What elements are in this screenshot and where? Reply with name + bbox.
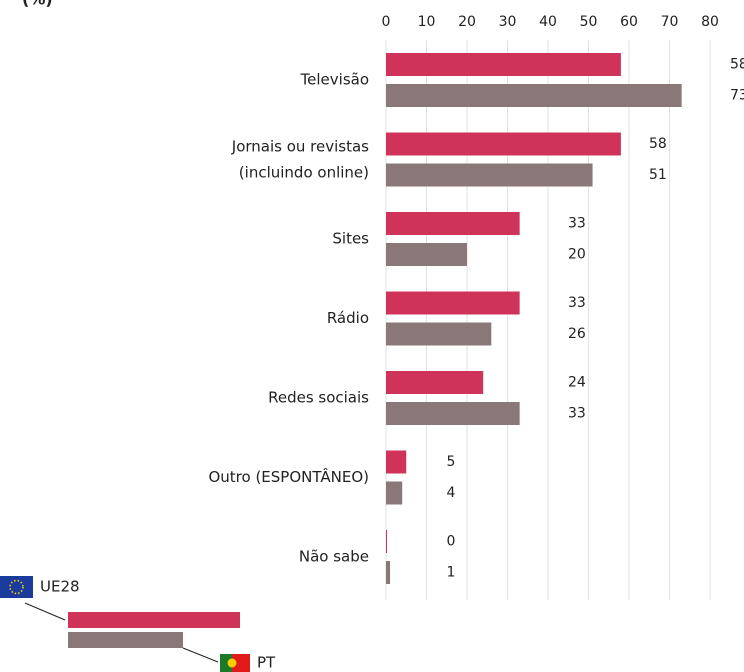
category-label: Não sabe [299, 548, 369, 566]
chart-title: (%) [22, 0, 53, 9]
value-label: 0 [447, 534, 456, 550]
bar [386, 132, 621, 156]
value-label: 26 [568, 326, 586, 342]
x-tick-label: 50 [580, 14, 598, 30]
value-label: 33 [568, 295, 586, 311]
bar [386, 402, 520, 425]
value-label: 73 [730, 88, 744, 104]
value-label: 20 [568, 247, 586, 263]
category-label: Jornais ou revistas (incluindo online) [231, 137, 369, 181]
bar [386, 291, 520, 315]
category-label: Rádio [327, 309, 369, 327]
value-label: 4 [447, 485, 456, 501]
x-tick-label: 60 [620, 14, 638, 30]
legend-connector [24, 602, 66, 621]
x-tick-label: 70 [661, 14, 679, 30]
bar [386, 322, 492, 346]
legend-swatch [68, 632, 183, 648]
legend-swatch [68, 612, 240, 628]
x-tick-label: 80 [701, 14, 719, 30]
x-tick-label: 20 [458, 14, 476, 30]
value-label: 51 [649, 167, 667, 183]
value-label: 33 [568, 406, 586, 422]
value-label: 58 [730, 57, 744, 73]
x-tick-label: 0 [382, 14, 391, 30]
legend-label: PT [257, 654, 276, 672]
value-label: 58 [649, 136, 667, 152]
category-label: Sites [332, 230, 369, 248]
pt-flag [220, 654, 250, 672]
bar [386, 371, 484, 394]
category-label: Outro (ESPONTÂNEO) [208, 467, 369, 486]
bar [386, 561, 391, 584]
bar [386, 84, 682, 107]
x-tick-label: 30 [499, 14, 517, 30]
bar [386, 163, 593, 187]
bar [386, 243, 467, 266]
category-label: Televisão [300, 71, 369, 89]
value-label: 24 [568, 375, 586, 391]
bar [386, 530, 387, 553]
x-tick-label: 10 [418, 14, 436, 30]
bar [386, 212, 520, 235]
value-label: 5 [447, 454, 456, 470]
bar [386, 53, 621, 76]
category-label: Redes sociais [268, 389, 369, 407]
eu-flag [0, 576, 33, 598]
legend-label: UE28 [40, 578, 80, 596]
bar [386, 450, 407, 474]
legend-connector [182, 647, 219, 663]
value-label: 33 [568, 216, 586, 232]
value-label: 1 [447, 565, 456, 581]
bar [386, 481, 403, 505]
x-tick-label: 40 [539, 14, 557, 30]
